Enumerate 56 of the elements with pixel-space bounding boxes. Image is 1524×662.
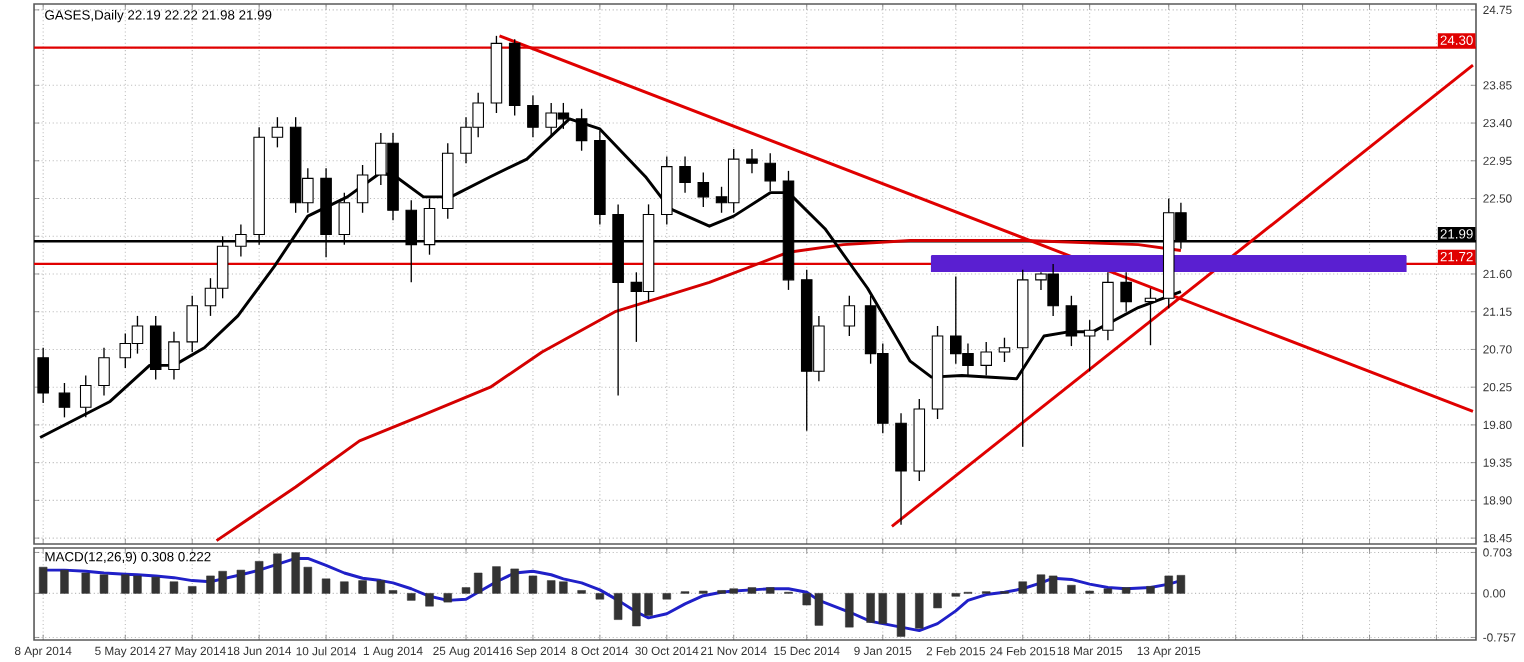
bar <box>492 566 501 594</box>
bar <box>1067 584 1076 594</box>
bar <box>747 587 757 594</box>
bar <box>236 569 246 594</box>
bar <box>662 593 671 600</box>
bar <box>896 593 906 637</box>
bar <box>169 581 179 594</box>
bar <box>510 568 519 594</box>
candlestick <box>679 155 691 194</box>
bar <box>254 561 264 594</box>
bar <box>188 586 197 594</box>
bar <box>1146 586 1155 594</box>
candlestick <box>980 341 993 377</box>
candlestick <box>98 347 110 397</box>
candlestick <box>186 295 199 353</box>
bar <box>1018 581 1027 594</box>
candlestick <box>746 148 758 175</box>
candlestick <box>271 116 284 149</box>
candlestick <box>149 315 162 381</box>
candlestick <box>1102 271 1114 341</box>
bar <box>321 578 331 594</box>
bar <box>60 569 69 594</box>
bar <box>358 580 367 594</box>
bar <box>99 574 109 594</box>
bar <box>425 593 434 607</box>
bar <box>915 593 924 629</box>
bar <box>528 575 538 594</box>
bar <box>151 576 160 594</box>
bar <box>766 587 775 594</box>
candlestick <box>356 164 369 214</box>
bar <box>595 593 605 600</box>
candlestick <box>37 347 49 404</box>
candlestick <box>168 331 180 381</box>
bar <box>38 566 48 594</box>
candlestick <box>661 155 673 226</box>
candlestick <box>1083 319 1096 372</box>
bar <box>443 593 452 603</box>
candlestick <box>697 171 710 208</box>
bar <box>613 593 623 620</box>
candlestick <box>1120 271 1132 313</box>
bar <box>273 553 282 594</box>
bar <box>81 572 90 594</box>
candlestick <box>895 412 907 526</box>
bar <box>1121 587 1131 594</box>
bar <box>407 593 416 601</box>
candlestick <box>79 374 92 419</box>
bar <box>1103 588 1113 594</box>
candlestick <box>843 295 856 337</box>
candlestick <box>58 382 71 419</box>
bar <box>933 593 942 609</box>
bar <box>340 581 349 594</box>
candlestick <box>764 152 777 192</box>
candlestick <box>998 337 1011 363</box>
bar <box>845 593 854 628</box>
candlestick <box>527 94 539 138</box>
candlestick <box>1065 295 1078 347</box>
